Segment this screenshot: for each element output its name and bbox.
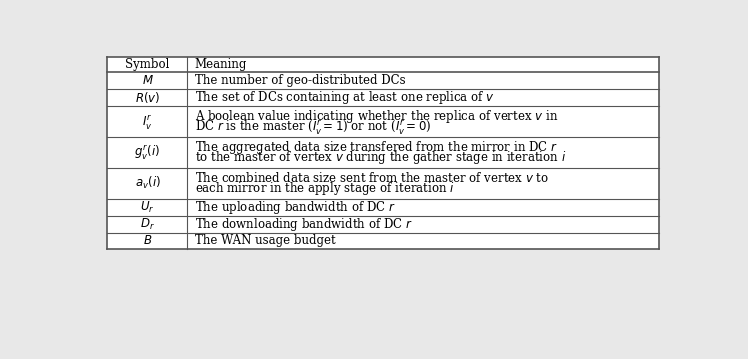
Text: The combined data size sent from the master of vertex $v$ to: The combined data size sent from the mas… bbox=[194, 171, 548, 185]
Text: The downloading bandwidth of DC $r$: The downloading bandwidth of DC $r$ bbox=[194, 215, 412, 233]
Text: Meaning: Meaning bbox=[194, 58, 247, 71]
Text: $B$: $B$ bbox=[143, 234, 152, 247]
Text: $M$: $M$ bbox=[141, 74, 153, 87]
Text: The number of geo-distributed DCs: The number of geo-distributed DCs bbox=[194, 74, 405, 87]
Text: each mirror in the apply stage of iteration $i$: each mirror in the apply stage of iterat… bbox=[194, 180, 454, 197]
Text: to the master of vertex $v$ during the gather stage in iteration $i$: to the master of vertex $v$ during the g… bbox=[194, 149, 566, 166]
Bar bbox=[108, 57, 659, 250]
Text: $g_v^r(i)$: $g_v^r(i)$ bbox=[135, 143, 161, 162]
Text: $R(v)$: $R(v)$ bbox=[135, 90, 160, 105]
Text: The uploading bandwidth of DC $r$: The uploading bandwidth of DC $r$ bbox=[194, 199, 396, 216]
Text: The set of DCs containing at least one replica of $v$: The set of DCs containing at least one r… bbox=[194, 89, 494, 106]
Text: $D_r$: $D_r$ bbox=[140, 216, 155, 232]
Text: DC $r$ is the master ($I_v^r = 1$) or not ($I_v^r = 0$): DC $r$ is the master ($I_v^r = 1$) or no… bbox=[194, 118, 431, 136]
Text: $I_v^r$: $I_v^r$ bbox=[142, 113, 153, 131]
Text: The WAN usage budget: The WAN usage budget bbox=[194, 234, 335, 247]
Text: $a_v(i)$: $a_v(i)$ bbox=[135, 175, 160, 191]
Text: Symbol: Symbol bbox=[125, 58, 170, 71]
Text: The aggregated data size transfered from the mirror in DC $r$: The aggregated data size transfered from… bbox=[194, 139, 557, 156]
Text: $U_r$: $U_r$ bbox=[140, 200, 155, 215]
Text: A boolean value indicating whether the replica of vertex $v$ in: A boolean value indicating whether the r… bbox=[194, 108, 558, 125]
